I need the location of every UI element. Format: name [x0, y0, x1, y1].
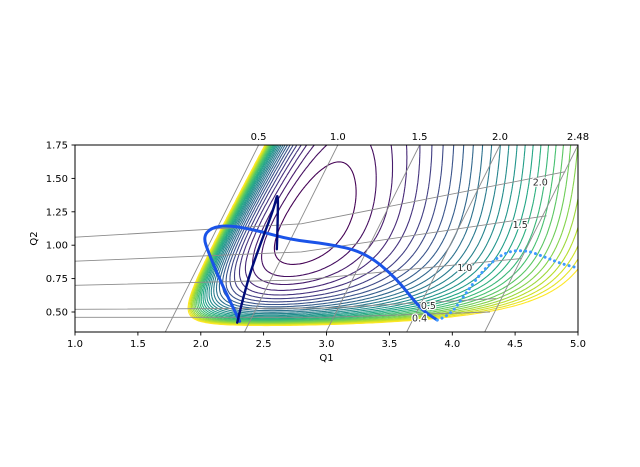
oblique-grid-shallow-line	[75, 311, 491, 318]
oblique-inline-label: 2.0	[533, 177, 548, 188]
oblique-top-label: 1.5	[412, 132, 428, 143]
x-tick-label: 4.5	[507, 339, 523, 350]
x-tick-label: 2.5	[256, 339, 272, 350]
x-tick-label: 3.0	[319, 339, 335, 350]
contour-level-line	[187, 145, 578, 327]
trajectory-dotted-lightblue	[435, 249, 578, 322]
x-tick-label: 4.0	[444, 339, 460, 350]
oblique-inline-label: 0.4	[412, 314, 427, 325]
y-tick-label: 1.00	[46, 241, 68, 252]
y-tick-label: 1.75	[46, 141, 68, 152]
contour-level-line	[273, 161, 357, 265]
contour-level-line	[213, 145, 493, 313]
x-tick-label: 5.0	[570, 339, 586, 350]
oblique-grid-steep-line	[164, 145, 260, 332]
contour-level-line	[210, 145, 501, 315]
oblique-top-label: 0.5	[251, 132, 267, 143]
oblique-grid-shallow-line	[75, 258, 522, 286]
oblique-grid-shallow-line	[75, 171, 566, 238]
oblique-top-label: 2.48	[567, 132, 589, 143]
x-tick-label: 3.5	[381, 339, 397, 350]
y-tick-label: 1.25	[46, 207, 68, 218]
contour-level-line	[222, 145, 465, 308]
y-tick-label: 1.50	[46, 174, 68, 185]
contour-level-line	[238, 145, 421, 296]
y-tick-label: 0.50	[46, 308, 68, 319]
oblique-top-label: 2.0	[492, 132, 508, 143]
x-tick-label: 1.0	[67, 339, 83, 350]
y-tick-label: 0.75	[46, 274, 68, 285]
x-axis-label: Q1	[319, 353, 333, 364]
oblique-grid-shallow-line	[75, 215, 547, 262]
oblique-grid-steep-line	[325, 145, 421, 332]
trajectory-solid-blue	[203, 224, 439, 323]
oblique-top-label: 1.0	[330, 132, 346, 143]
contour-level-line	[208, 145, 510, 316]
y-axis-label: Q2	[29, 231, 40, 245]
trajectory-navy	[236, 195, 280, 324]
oblique-grid-steep-line	[406, 145, 501, 332]
contour-level-line	[190, 145, 578, 325]
oblique-grid-shallow-line	[75, 298, 497, 310]
oblique-inline-label: 1.5	[513, 220, 528, 231]
oblique-inline-label: 1.0	[457, 263, 472, 274]
x-tick-label: 1.5	[130, 339, 146, 350]
oblique-inline-label: 0.5	[421, 301, 436, 312]
oblique-grid-steep-line	[484, 145, 578, 332]
x-tick-label: 2.0	[193, 339, 209, 350]
contour-level-line	[225, 145, 455, 306]
plot-area	[75, 145, 578, 332]
